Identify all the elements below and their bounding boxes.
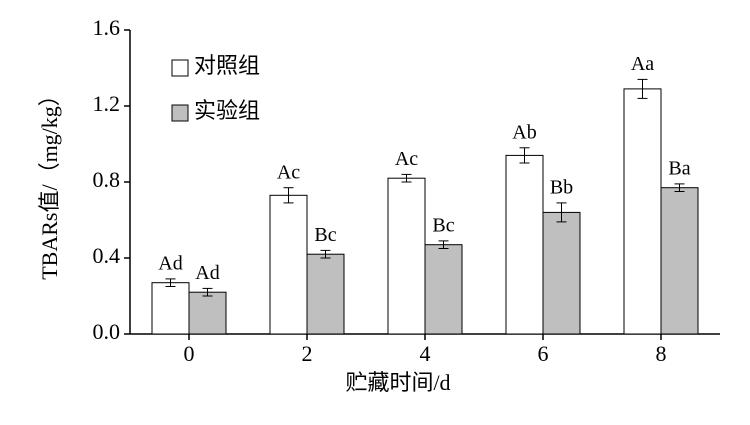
bar bbox=[505, 154, 544, 335]
significance-label: Ad bbox=[195, 262, 219, 284]
bar bbox=[387, 177, 426, 335]
x-tick-label: 8 bbox=[656, 341, 667, 366]
legend-swatch bbox=[171, 104, 189, 122]
x-axis-label: 贮藏时间/d bbox=[345, 370, 450, 395]
y-tick-label: 0.4 bbox=[93, 243, 121, 268]
significance-label: Aa bbox=[631, 53, 654, 75]
significance-label: Ac bbox=[277, 161, 300, 183]
legend-label: 对照组 bbox=[194, 53, 260, 78]
y-tick-label: 0.8 bbox=[93, 167, 121, 192]
bar bbox=[623, 88, 662, 335]
bar bbox=[660, 187, 699, 335]
bar bbox=[424, 244, 463, 335]
bar bbox=[306, 253, 345, 335]
legend-label: 实验组 bbox=[194, 98, 260, 123]
x-tick-label: 0 bbox=[184, 341, 195, 366]
y-tick-label: 1.2 bbox=[93, 91, 121, 116]
bar bbox=[151, 282, 190, 335]
bar bbox=[542, 211, 581, 335]
significance-label: Ab bbox=[512, 121, 536, 143]
bar bbox=[269, 194, 308, 335]
y-axis-label: TBARs值/（mg/kg） bbox=[37, 84, 62, 280]
significance-label: Bb bbox=[550, 176, 573, 198]
significance-label: Ad bbox=[158, 252, 182, 274]
bar bbox=[188, 291, 227, 335]
x-tick-label: 6 bbox=[538, 341, 549, 366]
x-tick-label: 4 bbox=[420, 341, 431, 366]
significance-label: Ba bbox=[668, 157, 690, 179]
significance-label: Bc bbox=[432, 214, 454, 236]
significance-label: Bc bbox=[314, 224, 336, 246]
legend-swatch bbox=[171, 59, 189, 77]
y-tick-label: 0.0 bbox=[93, 319, 121, 344]
x-tick-label: 2 bbox=[302, 341, 313, 366]
y-tick-label: 1.6 bbox=[93, 15, 121, 40]
significance-label: Ac bbox=[395, 148, 418, 170]
